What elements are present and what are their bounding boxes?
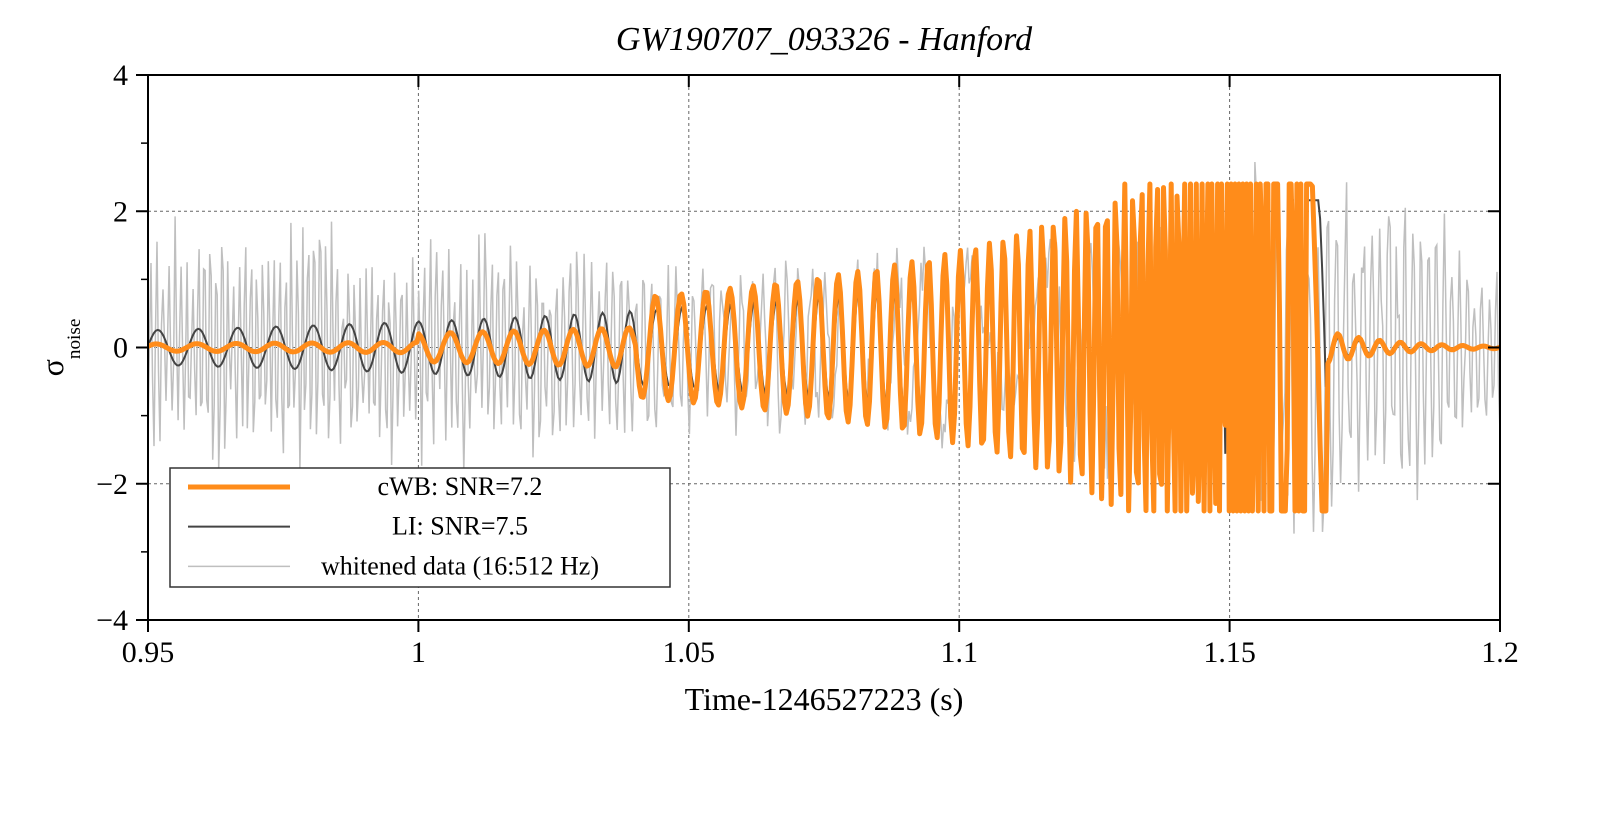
xtick-label: 1.2 [1481,636,1519,669]
ytick-label: 0 [113,332,128,365]
ytick-label: −2 [96,468,128,501]
xlabel: Time-1246527223 (s) [685,681,964,717]
ytick-label: 2 [113,195,128,228]
chart-title: GW190707_093326 - Hanford [616,21,1033,58]
xtick-label: 1 [411,636,426,669]
legend-label: cWB: SNR=7.2 [378,472,543,501]
legend-label: LI: SNR=7.5 [392,512,528,541]
xtick-label: 1.15 [1203,636,1256,669]
xtick-label: 1.05 [663,636,716,669]
xtick-label: 0.95 [122,636,175,669]
legend-label: whitened data (16:512 Hz) [321,551,599,580]
chart-container: GW190707_093326 - Hanford 0.95 1 1.05 1.1 1.1… [0,0,1599,813]
ytick-label: −4 [96,604,128,637]
chart-svg: GW190707_093326 - Hanford 0.95 1 1.05 1.1 1.1… [0,0,1599,813]
ytick-label: 4 [113,59,128,92]
xtick-label: 1.1 [940,636,978,669]
series-cwb [148,184,1500,511]
ylabel: σnoise [34,319,85,377]
